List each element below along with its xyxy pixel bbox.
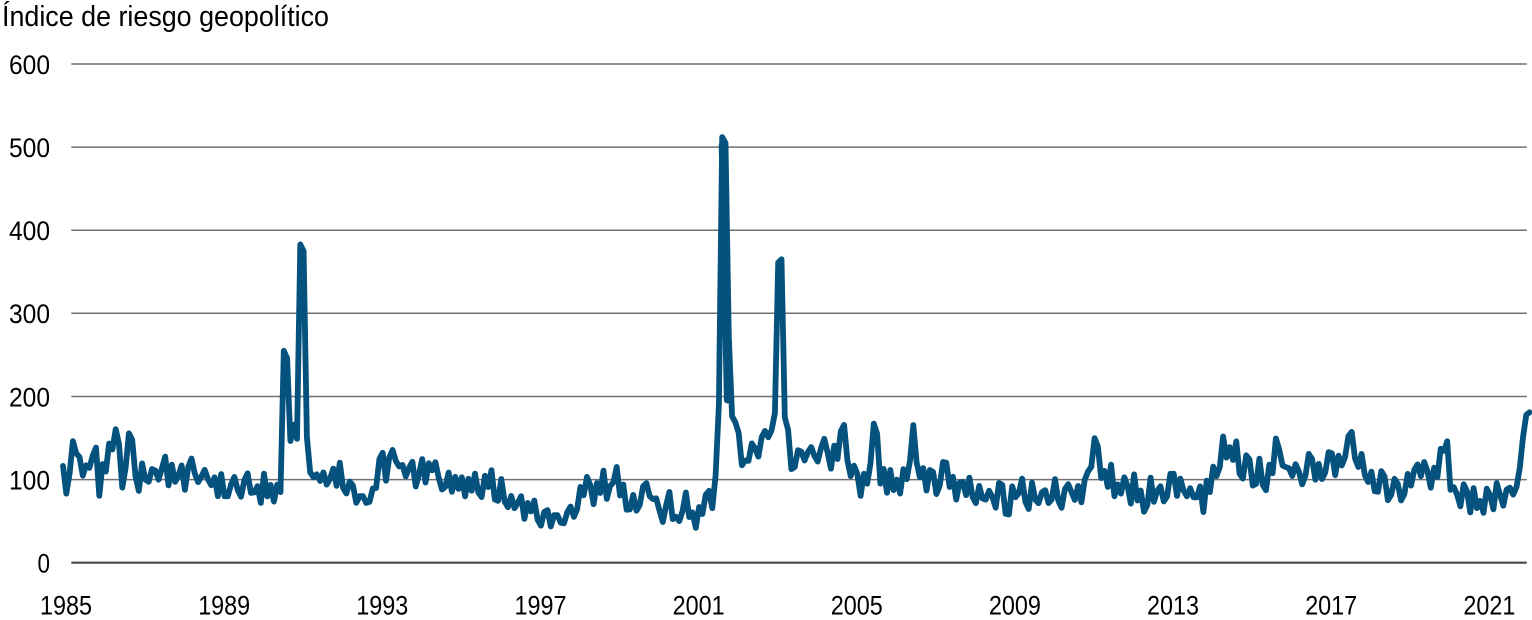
svg-text:500: 500: [9, 133, 50, 163]
svg-text:300: 300: [9, 299, 50, 329]
svg-text:1993: 1993: [356, 591, 408, 620]
svg-text:1985: 1985: [40, 591, 92, 620]
svg-text:400: 400: [9, 216, 50, 246]
svg-text:Índice de riesgo geopolítico: Índice de riesgo geopolítico: [2, 1, 329, 33]
svg-text:2017: 2017: [1305, 591, 1357, 620]
svg-text:2013: 2013: [1147, 591, 1199, 620]
svg-text:2009: 2009: [989, 591, 1041, 620]
svg-text:0: 0: [38, 549, 51, 579]
svg-text:100: 100: [9, 465, 50, 495]
svg-text:2001: 2001: [673, 591, 725, 620]
svg-text:200: 200: [9, 382, 50, 412]
svg-text:600: 600: [9, 50, 50, 80]
svg-text:2005: 2005: [831, 591, 883, 620]
svg-text:1997: 1997: [515, 591, 567, 620]
svg-text:2021: 2021: [1463, 591, 1515, 620]
svg-text:1989: 1989: [198, 591, 250, 620]
